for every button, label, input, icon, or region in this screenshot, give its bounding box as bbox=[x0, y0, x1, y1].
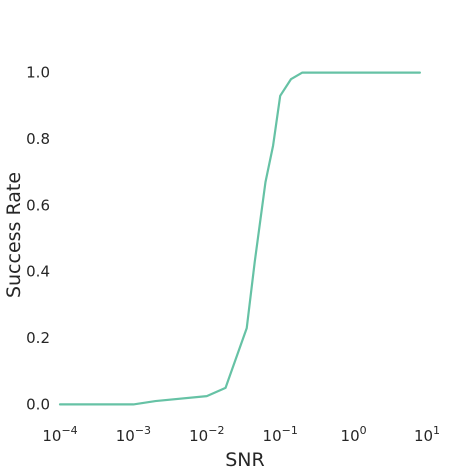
x-tick-label: 10−1 bbox=[263, 424, 298, 445]
x-tick-label: 10−2 bbox=[189, 424, 224, 445]
x-tick-label: 10−4 bbox=[42, 424, 77, 445]
y-tick-label: 0.6 bbox=[26, 196, 50, 214]
series-line-0 bbox=[58, 71, 421, 406]
y-tick-label: 1.0 bbox=[26, 64, 50, 82]
y-tick-label: 0.4 bbox=[26, 263, 50, 281]
x-tick-label: 100 bbox=[341, 424, 367, 445]
y-tick-label: 0.8 bbox=[26, 130, 50, 148]
x-axis-label: SNR bbox=[225, 449, 264, 471]
x-tick-label: 10−3 bbox=[116, 424, 151, 445]
y-axis-ticks: 0.0 0.2 0.4 0.6 0.8 1.0 bbox=[26, 64, 50, 414]
x-axis-ticks: 10−4 10−3 10−2 10−1 100 101 bbox=[42, 424, 440, 445]
y-axis-label: Success Rate bbox=[3, 172, 25, 298]
series-layer bbox=[58, 71, 421, 406]
x-tick-label: 101 bbox=[414, 424, 440, 445]
y-tick-label: 0.2 bbox=[26, 329, 50, 347]
y-tick-label: 0.0 bbox=[26, 395, 50, 413]
